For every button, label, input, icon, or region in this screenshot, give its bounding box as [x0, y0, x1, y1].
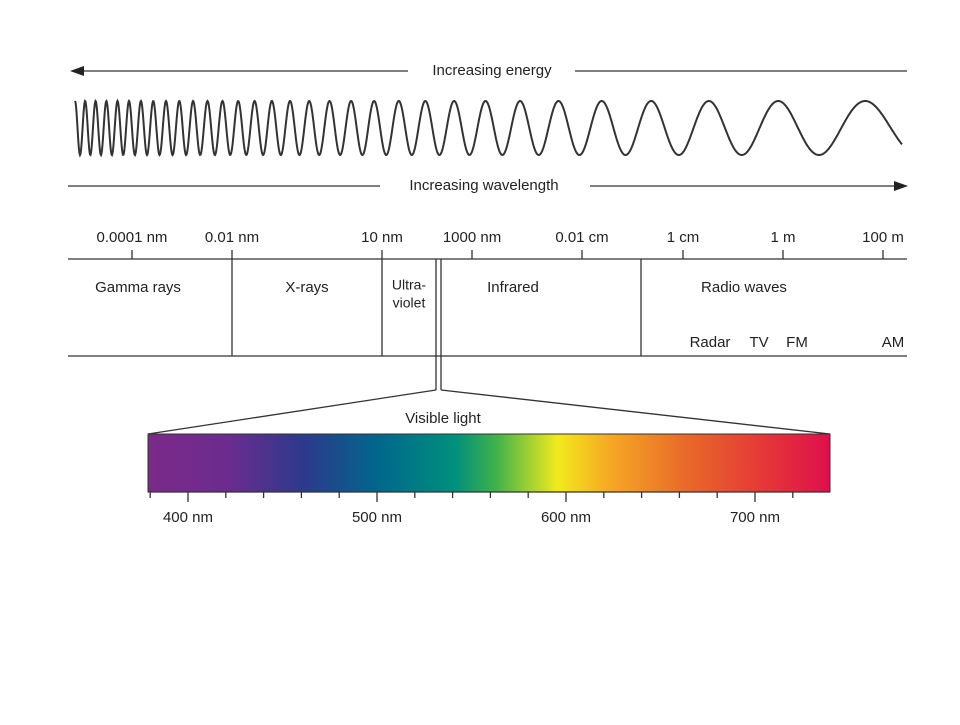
wavelength-label: Increasing wavelength [409, 177, 558, 194]
visible-scale-label: 700 nm [730, 509, 780, 526]
radio-band: TV [749, 334, 768, 351]
energy-label: Increasing energy [432, 62, 552, 79]
region-label: Gamma rays [95, 279, 181, 296]
region-label: violet [393, 295, 426, 311]
radio-band: AM [882, 334, 905, 351]
visible-spectrum [147, 433, 831, 493]
arrow-head [894, 181, 908, 191]
visible-scale-label: 600 nm [541, 509, 591, 526]
wave [74, 98, 903, 158]
region-label: Ultra- [392, 277, 427, 293]
region-label: Radio waves [701, 279, 787, 296]
visible-scale-label: 500 nm [352, 509, 402, 526]
visible-scale-label: 400 nm [163, 509, 213, 526]
arrow-head [70, 66, 84, 76]
scale-label: 10 nm [361, 229, 403, 246]
scale-label: 1000 nm [443, 229, 501, 246]
scale-label: 0.01 cm [555, 229, 608, 246]
scale-label: 100 m [862, 229, 904, 246]
scale-label: 0.0001 nm [97, 229, 168, 246]
zoom-line [440, 389, 831, 435]
radio-band: FM [786, 334, 808, 351]
region-label: Infrared [487, 279, 539, 296]
zoom-line [147, 389, 437, 435]
scale-label: 1 cm [667, 229, 700, 246]
scale-label: 0.01 nm [205, 229, 259, 246]
radio-band: Radar [690, 334, 731, 351]
region-label: X-rays [285, 279, 328, 296]
visible-label: Visible light [405, 410, 481, 427]
scale-label: 1 m [770, 229, 795, 246]
